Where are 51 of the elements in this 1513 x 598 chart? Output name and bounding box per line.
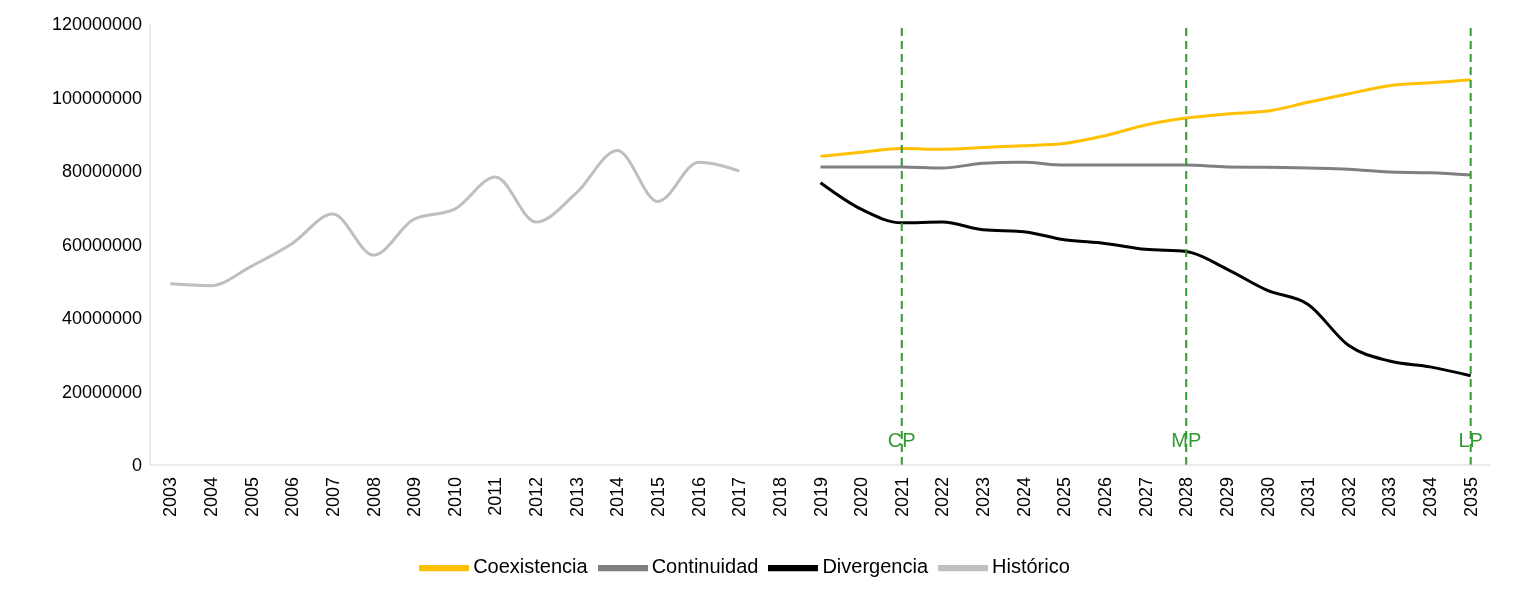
x-tick-label: 2017 — [729, 477, 750, 518]
x-tick-label: 2011 — [485, 477, 506, 516]
x-tick-label: 2018 — [769, 477, 790, 518]
x-tick-label: 2022 — [932, 477, 953, 518]
x-tick-label: 2004 — [200, 477, 221, 518]
x-tick-label: 2005 — [241, 477, 262, 518]
x-tick-label: 2033 — [1379, 477, 1400, 518]
x-tick-label: 2021 — [891, 477, 912, 518]
legend-label: Continuidad — [651, 555, 759, 578]
y-tick-label: 100000000 — [51, 87, 142, 108]
x-tick-label: 2010 — [444, 477, 465, 518]
x-tick-label: 2027 — [1135, 477, 1156, 518]
legend-label: Divergencia — [822, 555, 929, 578]
x-tick-label: 2008 — [363, 477, 384, 518]
x-tick-label: 2019 — [810, 477, 831, 518]
ref-line-label: MP — [1171, 429, 1202, 451]
line-series — [819, 160, 1473, 177]
line-series — [819, 181, 1473, 378]
y-tick-label: 0 — [131, 455, 142, 476]
x-tick-label: 2009 — [404, 477, 425, 518]
y-tick-label: 60000000 — [61, 234, 142, 255]
x-tick-label: 2016 — [688, 477, 709, 518]
ref-line-label: LP — [1458, 429, 1483, 451]
x-tick-label: 2032 — [1338, 477, 1359, 518]
x-tick-label: 2029 — [1216, 477, 1237, 518]
x-tick-label: 2031 — [1298, 477, 1319, 518]
x-tick-label: 2015 — [647, 477, 668, 518]
x-tick-label: 2006 — [282, 477, 303, 518]
y-tick-label: 80000000 — [61, 161, 142, 182]
ref-line-label: CP — [887, 429, 916, 451]
x-tick-label: 2013 — [566, 477, 587, 518]
x-tick-label: 2007 — [322, 477, 343, 518]
y-tick-label: 20000000 — [61, 381, 142, 402]
x-tick-label: 2020 — [851, 477, 872, 518]
x-tick-label: 2025 — [1054, 477, 1075, 518]
x-tick-label: 2012 — [526, 477, 547, 518]
x-tick-label: 2035 — [1460, 477, 1481, 518]
x-tick-label: 2028 — [1176, 477, 1197, 518]
x-tick-label: 2034 — [1420, 477, 1441, 518]
x-tick-label: 2014 — [607, 477, 628, 518]
x-tick-label: 2023 — [973, 477, 994, 518]
legend-label: Coexistencia — [473, 555, 588, 578]
line-series — [819, 78, 1473, 158]
line-series — [168, 148, 741, 288]
x-tick-label: 2003 — [160, 477, 181, 518]
x-tick-label: 2030 — [1257, 477, 1278, 518]
legend-label: Histórico — [992, 555, 1070, 578]
y-tick-label: 40000000 — [61, 308, 142, 329]
y-tick-label: 120000000 — [51, 14, 142, 35]
x-tick-label: 2026 — [1094, 477, 1115, 518]
x-tick-label: 2024 — [1013, 477, 1034, 518]
